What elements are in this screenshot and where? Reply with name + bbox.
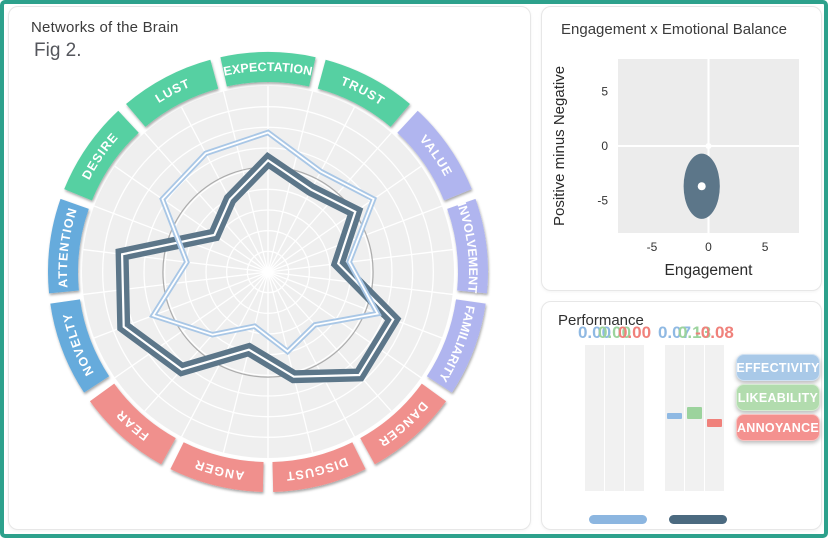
brain-radar-chart: EXPECTATIONTRUSTVALUEINVOLVEMENTFAMILIAR… [48,52,488,492]
bar-likeability [687,407,702,420]
scatter-ticks: 5 0 -5 -5 0 5 [597,85,768,254]
bar-annoyance [707,419,722,428]
svg-text:0: 0 [601,139,608,153]
radar-series-condition-dark-slate [115,151,402,384]
bar-track [705,345,724,491]
bar-effectivity [667,412,682,420]
value-label-likeability: 0.00 [597,323,632,342]
legend-button-effectivity[interactable]: EFFECTIVITY [736,354,820,381]
scatter-ylabel: Positive minus Negative [551,66,568,226]
condition-swatch-condition-dark-slate [669,515,727,524]
segment-danger[interactable]: DANGER [360,383,447,465]
radar-series-condition-light-blue [148,129,382,356]
performance-card: Performance 0.00 0.00 0.00 0.07 0.13 -0.08 EFF… [541,301,822,530]
engagement-card: Engagement x Emotional Balance 5 0 -5 -5 0 5 P… [541,6,822,291]
segment-involvement[interactable]: INVOLVEMENT [447,198,488,294]
segment-expectation[interactable]: EXPECTATION [220,52,316,87]
mean-point [697,182,706,191]
value-label-annoyance: 0.00 [617,323,652,342]
engagement-scatter-chart: 5 0 -5 -5 0 5 Positive minus Negative Engagemen… [551,59,799,279]
dashboard-content: Networks of the Brain Fig 2. EXPECTATION… [4,4,824,534]
performance-title: Performance [558,312,644,329]
bar-track [625,345,644,491]
performance-chart: 0.00 0.00 0.00 0.07 0.13 -0.08 EFFECTIVITY LIKE… [542,302,821,529]
svg-text:5: 5 [601,85,608,99]
legend-button-likeability[interactable]: LIKEABILITY [736,384,820,411]
engagement-title: Engagement x Emotional Balance [561,21,787,38]
figure-label: Fig 2. [34,40,82,61]
bar-track [605,345,624,491]
value-label-likeability: 0.13 [677,323,712,342]
value-label-effectivity: 0.00 [577,323,612,342]
bar-track [585,345,604,491]
segment-anger[interactable]: ANGER [170,442,264,492]
legend-button-annoyance[interactable]: ANNOYANCE [736,414,820,441]
segment-lust[interactable]: LUST [126,59,219,127]
radar-category-ring: EXPECTATIONTRUSTVALUEINVOLVEMENTFAMILIAR… [48,52,488,492]
value-label-effectivity: 0.07 [657,323,692,342]
segment-label: EXPECTATION [222,60,313,79]
svg-text:0: 0 [705,240,712,254]
svg-text:-5: -5 [597,193,608,207]
brain-networks-card: Networks of the Brain Fig 2. EXPECTATION… [8,6,531,530]
segment-attention[interactable]: ATTENTION [48,198,89,294]
origin-dot [705,143,712,149]
scatter-xlabel: Engagement [665,262,754,279]
svg-text:-5: -5 [647,240,658,254]
value-label-annoyance: -0.08 [695,323,734,342]
brain-networks-title: Networks of the Brain [31,19,179,36]
condition-swatch-condition-light-blue [589,515,647,524]
svg-text:5: 5 [762,240,769,254]
